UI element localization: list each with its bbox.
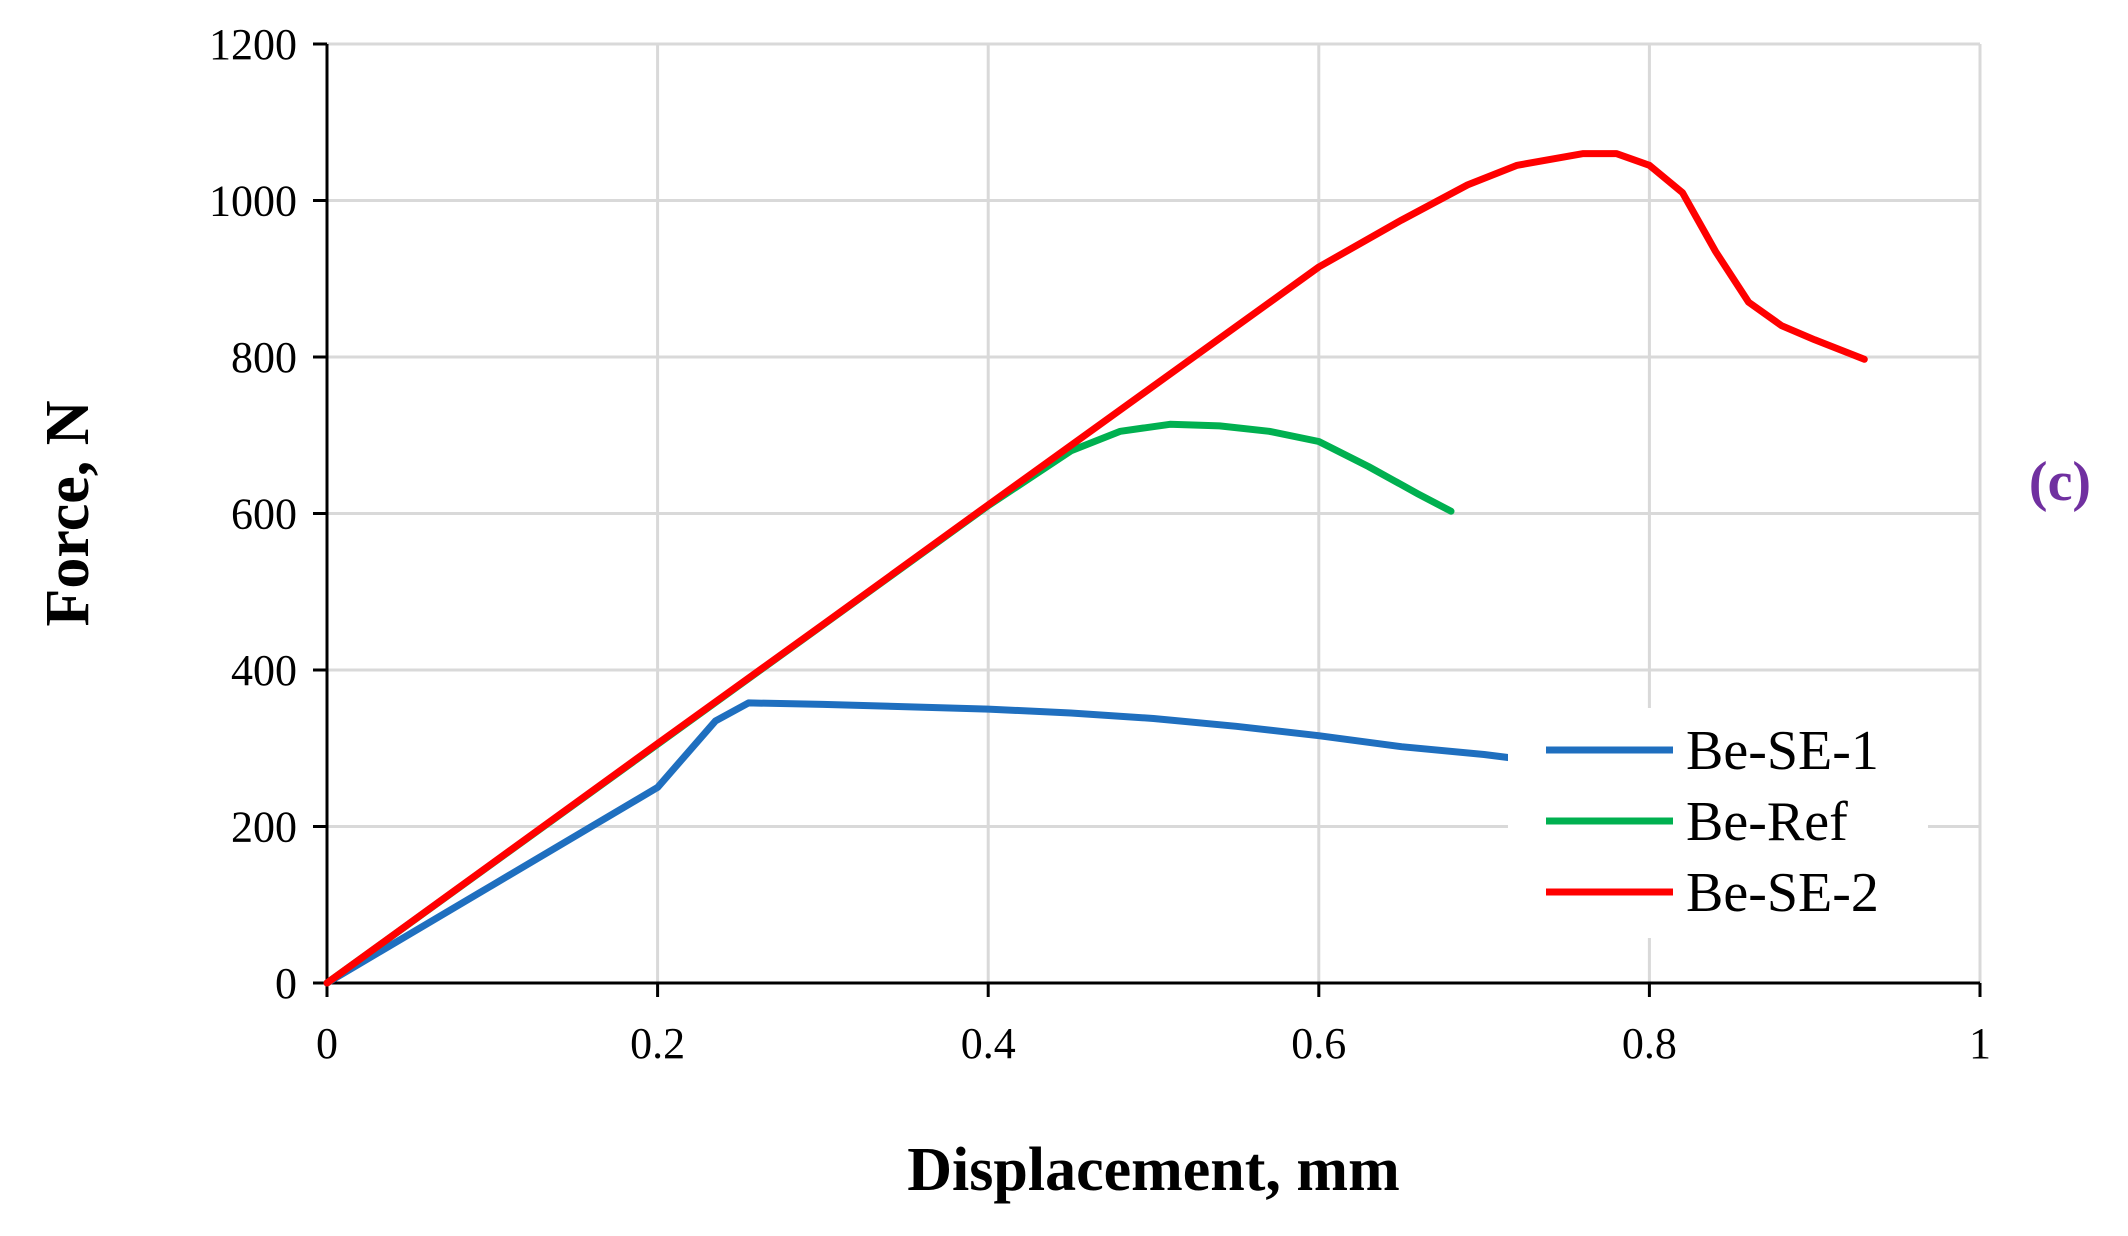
x-tick-label: 0: [316, 1019, 338, 1068]
y-tick-label: 0: [275, 959, 297, 1008]
series-line-be-se-2: [323, 150, 1868, 987]
series-layer: [323, 150, 1868, 987]
legend-label: Be-Ref: [1686, 791, 1848, 853]
x-tick-label: 0.8: [1622, 1019, 1677, 1068]
grid-layer: [327, 42, 1982, 983]
legend-label: Be-SE-1: [1686, 720, 1879, 782]
y-tick-label: 400: [231, 646, 297, 695]
y-tick-label: 600: [231, 490, 297, 539]
axes-layer: 0 0.2 0.4 0.6 0.8 1 0 200 400 600 800 1000 1200: [209, 20, 1991, 1068]
x-tick-label: 0.4: [961, 1019, 1016, 1068]
x-axis-title: Displacement, mm: [907, 1136, 1399, 1204]
x-tick-label: 1: [1969, 1019, 1991, 1068]
panel-label: (c): [2029, 451, 2091, 513]
legend: Be-SE-1 Be-Ref Be-SE-2: [1508, 708, 1928, 938]
y-tick-label: 1000: [209, 177, 297, 226]
legend-label: Be-SE-2: [1686, 862, 1879, 924]
x-tick-label: 0.6: [1291, 1019, 1346, 1068]
y-tick-label: 200: [231, 803, 297, 852]
y-tick-label: 1200: [209, 20, 297, 69]
x-tick-label: 0.2: [630, 1019, 685, 1068]
y-axis-title: Force, N: [34, 400, 102, 626]
series-line-be-se-1: [323, 699, 1513, 987]
y-tick-label: 800: [231, 333, 297, 382]
